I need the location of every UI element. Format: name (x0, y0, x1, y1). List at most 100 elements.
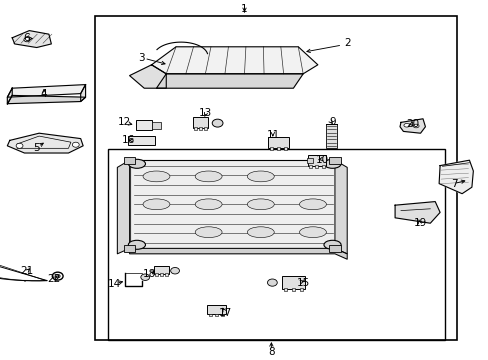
Polygon shape (12, 31, 51, 48)
Ellipse shape (128, 240, 145, 249)
Text: 20: 20 (406, 119, 419, 129)
Bar (194, 127, 197, 130)
Polygon shape (7, 85, 85, 97)
Ellipse shape (141, 274, 149, 280)
Ellipse shape (143, 171, 170, 182)
Bar (291, 288, 294, 291)
Bar (270, 147, 273, 150)
Bar (208, 314, 211, 316)
Bar (284, 288, 286, 291)
Bar (215, 314, 218, 316)
Text: 14: 14 (108, 279, 122, 289)
Polygon shape (7, 95, 85, 104)
Text: 7: 7 (450, 179, 457, 189)
Polygon shape (7, 88, 12, 104)
Text: 9: 9 (328, 117, 335, 127)
Bar (321, 165, 324, 168)
Polygon shape (129, 160, 334, 248)
Polygon shape (117, 160, 129, 254)
Polygon shape (156, 74, 303, 88)
Circle shape (55, 274, 60, 278)
Ellipse shape (403, 123, 409, 127)
Ellipse shape (323, 159, 341, 168)
Ellipse shape (128, 159, 145, 168)
Polygon shape (7, 133, 83, 153)
Bar (325, 124, 337, 148)
Text: 13: 13 (198, 108, 212, 118)
Bar (307, 155, 325, 166)
Text: 17: 17 (218, 308, 231, 318)
Bar (151, 122, 161, 129)
Text: 2: 2 (343, 38, 350, 48)
Bar (199, 127, 202, 130)
Polygon shape (129, 248, 346, 259)
Ellipse shape (412, 124, 418, 128)
Bar (155, 273, 158, 276)
Text: 3: 3 (138, 53, 145, 63)
Bar (328, 157, 340, 164)
Ellipse shape (247, 171, 274, 182)
Ellipse shape (247, 227, 274, 238)
Bar (129, 160, 334, 248)
Bar (306, 158, 312, 163)
Text: 11: 11 (266, 130, 280, 140)
Text: 8: 8 (267, 347, 274, 357)
Polygon shape (129, 65, 166, 88)
Polygon shape (399, 119, 425, 133)
Ellipse shape (143, 199, 170, 210)
Bar (203, 127, 206, 130)
Text: 5: 5 (33, 143, 40, 153)
Ellipse shape (195, 171, 222, 182)
Text: 1: 1 (241, 4, 247, 14)
Text: 10: 10 (316, 155, 328, 165)
Bar (268, 137, 288, 148)
Ellipse shape (195, 199, 222, 210)
Bar (136, 120, 152, 130)
Bar (315, 165, 318, 168)
Text: 16: 16 (121, 135, 135, 145)
Text: 18: 18 (142, 269, 156, 279)
Bar (107, 149, 444, 340)
Polygon shape (334, 160, 346, 254)
Polygon shape (81, 85, 85, 102)
Polygon shape (151, 47, 317, 74)
Bar (221, 314, 224, 316)
Ellipse shape (299, 227, 326, 238)
Polygon shape (394, 202, 439, 223)
Circle shape (16, 143, 23, 148)
Text: 19: 19 (413, 218, 427, 228)
Bar (284, 147, 286, 150)
Circle shape (52, 272, 63, 280)
Ellipse shape (247, 199, 274, 210)
Ellipse shape (267, 279, 277, 286)
Bar (154, 266, 168, 274)
Bar (277, 147, 280, 150)
Text: 4: 4 (41, 89, 47, 99)
Bar (123, 157, 135, 164)
Bar (193, 117, 207, 128)
Circle shape (24, 37, 30, 42)
Text: 6: 6 (23, 33, 30, 43)
Circle shape (72, 142, 79, 147)
Polygon shape (0, 260, 47, 281)
Bar (123, 245, 135, 252)
Ellipse shape (299, 199, 326, 210)
Bar (299, 288, 302, 291)
Text: 21: 21 (20, 266, 34, 276)
Bar (281, 276, 305, 289)
Text: 12: 12 (118, 117, 131, 127)
Bar (207, 305, 225, 314)
Bar (328, 245, 340, 252)
Bar (95, 16, 456, 340)
Text: 15: 15 (296, 278, 309, 288)
Bar (164, 273, 167, 276)
Bar (308, 165, 311, 168)
Ellipse shape (323, 240, 341, 249)
Text: 22: 22 (47, 274, 61, 284)
Bar (128, 136, 155, 145)
Ellipse shape (170, 267, 179, 274)
Polygon shape (438, 160, 472, 194)
Ellipse shape (212, 119, 223, 127)
Ellipse shape (195, 227, 222, 238)
Bar (160, 273, 163, 276)
